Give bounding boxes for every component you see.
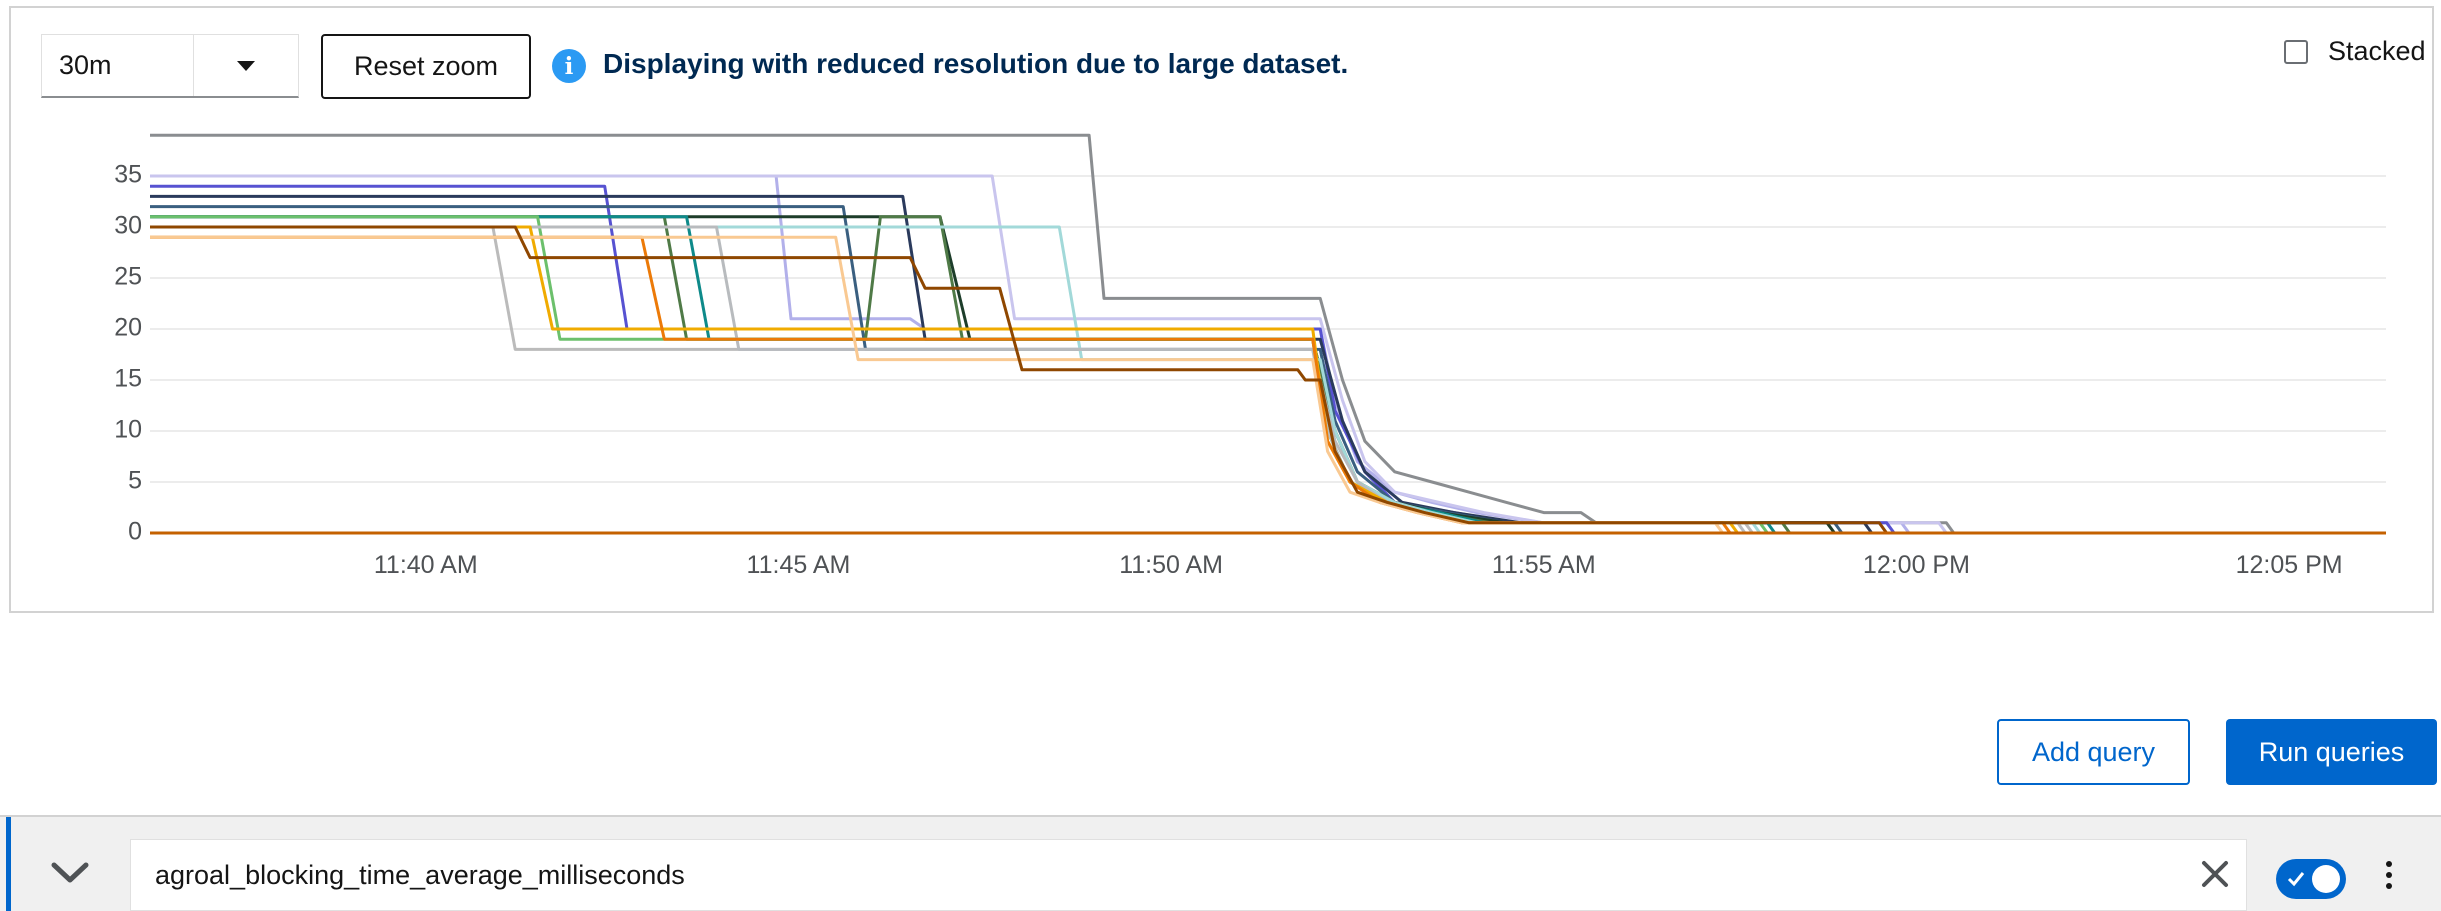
series-line-6[interactable] xyxy=(150,205,2386,535)
series-line-8[interactable] xyxy=(150,215,2386,535)
series-line-11[interactable] xyxy=(150,225,2386,535)
series-line-2[interactable] xyxy=(150,174,2386,535)
switch-knob xyxy=(2312,865,2340,893)
caret-down-icon xyxy=(237,60,255,71)
y-tick-label: 15 xyxy=(114,365,142,393)
run-queries-button[interactable]: Run queries xyxy=(2226,719,2437,785)
time-span-toggle[interactable] xyxy=(194,35,298,96)
x-tick-label: 11:40 AM xyxy=(374,551,478,579)
x-tick-label: 12:05 PM xyxy=(2236,551,2343,579)
y-tick-label: 10 xyxy=(114,416,142,444)
series-line-4[interactable] xyxy=(150,184,2386,535)
series-line-5[interactable] xyxy=(150,194,2386,535)
series-line-1[interactable] xyxy=(150,133,2386,535)
x-tick-label: 12:00 PM xyxy=(1863,551,1970,579)
x-tick-label: 11:45 AM xyxy=(747,551,851,579)
y-tick-label: 35 xyxy=(114,161,142,189)
series-line-7[interactable] xyxy=(150,215,2386,535)
series-line-10[interactable] xyxy=(150,215,2386,535)
series-line-3[interactable] xyxy=(150,174,2386,535)
graph-panel: 0 5 10 15 20 25 30 35 11:40 AM 11:45 AM 11:50 AM 11… xyxy=(9,6,2434,613)
stacked-toggle[interactable]: Stacked xyxy=(2284,36,2426,67)
y-tick-label: 0 xyxy=(128,518,142,546)
series-line-9[interactable] xyxy=(150,215,2386,535)
x-tick-label: 11:55 AM xyxy=(1492,551,1596,579)
y-tick-label: 20 xyxy=(114,314,142,342)
line-chart[interactable]: 0 5 10 15 20 25 30 35 11:40 AM 11:45 AM 11:50 AM 11… xyxy=(11,8,2436,615)
y-tick-label: 30 xyxy=(114,212,142,240)
reduced-resolution-message: Displaying with reduced resolution due t… xyxy=(603,48,1349,79)
series-line-17[interactable] xyxy=(150,225,2386,535)
series-line-15[interactable] xyxy=(150,235,2386,535)
time-span-value[interactable]: 30m xyxy=(42,35,194,96)
query-enabled-switch[interactable] xyxy=(2276,859,2346,899)
y-tick-label: 5 xyxy=(128,467,142,495)
reset-zoom-button[interactable]: Reset zoom xyxy=(321,34,531,99)
series-line-14[interactable] xyxy=(150,225,2386,535)
x-tick-label: 11:50 AM xyxy=(1119,551,1223,579)
time-span-dropdown[interactable]: 30m xyxy=(41,34,299,98)
query-row: agroal_blocking_time_average_millisecond… xyxy=(0,817,2441,911)
section-divider xyxy=(0,815,2441,817)
info-circle-icon: i xyxy=(552,49,586,83)
stacked-checkbox[interactable] xyxy=(2284,39,2308,64)
chevron-down-icon[interactable] xyxy=(50,861,90,885)
series-line-16[interactable] xyxy=(150,235,2386,535)
kebab-icon[interactable] xyxy=(2386,861,2394,894)
stacked-label: Stacked xyxy=(2328,36,2426,66)
add-query-button[interactable]: Add query xyxy=(1997,719,2190,785)
query-active-indicator xyxy=(6,817,11,911)
close-icon[interactable] xyxy=(2201,860,2229,888)
checkmark-icon xyxy=(2287,872,2305,887)
y-tick-label: 25 xyxy=(114,263,142,291)
query-expression-input[interactable]: agroal_blocking_time_average_millisecond… xyxy=(130,839,2247,911)
